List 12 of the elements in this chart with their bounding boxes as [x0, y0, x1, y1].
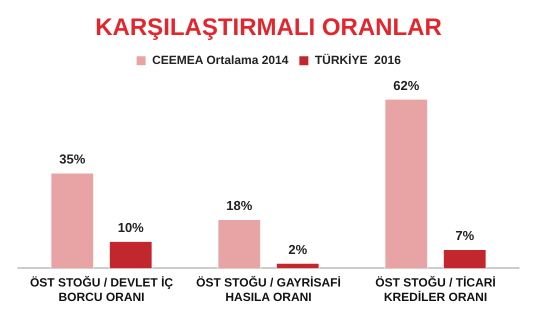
x-tick-label: ÖST STOĞU / DEVLET İÇ BORCU ORANI — [30, 276, 174, 304]
data-label: 62% — [393, 78, 420, 93]
data-label: 7% — [455, 228, 475, 244]
chart-title: KARŞILAŞTIRMALI ORANLAR — [95, 14, 442, 42]
legend-label: CEEMEA Ortalama 2014 — [152, 53, 289, 68]
data-label: 18% — [226, 198, 253, 214]
data-label: 10% — [118, 220, 144, 235]
data-label: 2% — [288, 242, 308, 257]
x-tick-label: ÖST STOĞU / GAYRİSAFİ HASILA ORANI — [196, 276, 341, 304]
legend-label: TÜRKİYE 2016 — [314, 53, 402, 68]
data-label: 35% — [59, 152, 86, 167]
x-tick-label: ÖST STOĞU / TİCARİ KREDİLER ORANI — [375, 276, 496, 304]
